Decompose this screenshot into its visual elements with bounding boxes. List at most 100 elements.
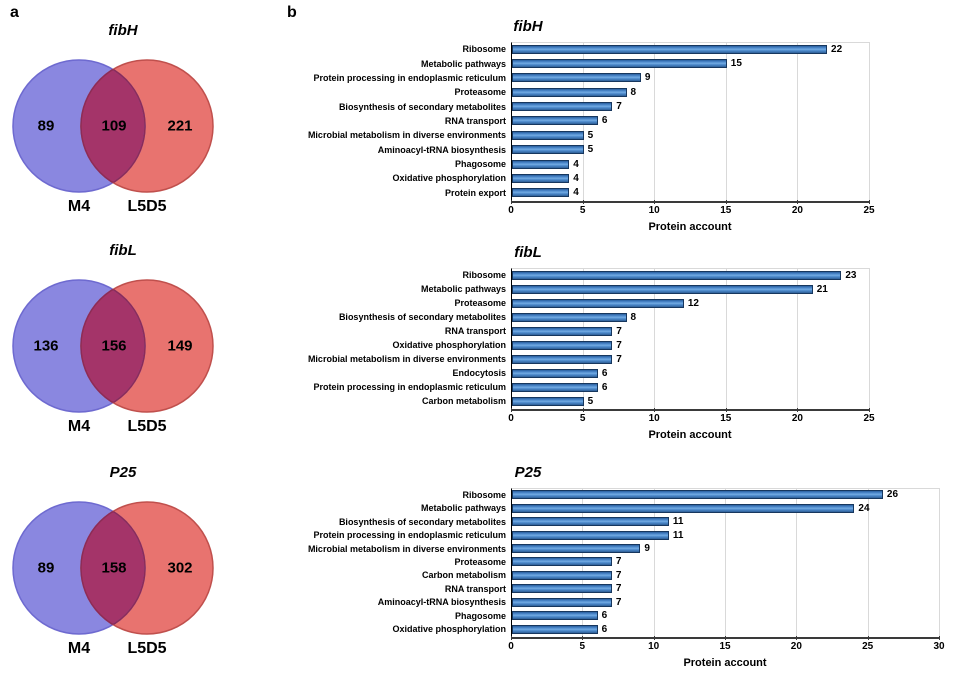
tick-mark	[797, 408, 799, 412]
bar	[512, 145, 584, 155]
tick-mark	[654, 408, 656, 412]
chart-title: fibL	[514, 244, 542, 261]
tick-mark	[511, 200, 512, 204]
venn-left-set-label: M4	[67, 640, 91, 657]
bar-chart-fibH: fibH Ribosome 22 Metabolic pathways 15 Prote…	[295, 14, 963, 233]
venn-overlap-count: 158	[101, 559, 127, 577]
bar-value: 7	[616, 101, 622, 113]
category-label: Endocytosis	[452, 368, 506, 378]
venn-left-count: 89	[37, 117, 55, 135]
venn-right-set-label: L5D5	[127, 418, 167, 435]
category-label: Metabolic pathways	[420, 284, 506, 294]
bar	[512, 530, 669, 540]
gridline	[725, 269, 727, 409]
gridline	[653, 489, 655, 637]
plot-area	[511, 268, 870, 411]
bar-row: Proteasome 7	[295, 555, 963, 568]
bar-value: 15	[730, 58, 742, 70]
bar-row: Biosynthesis of secondary metabolites 8	[295, 310, 963, 324]
bar	[512, 59, 727, 69]
tick-mark	[725, 200, 727, 204]
x-tick-label: 15	[720, 413, 732, 424]
gridline	[797, 269, 799, 409]
chart-title: P25	[514, 464, 542, 481]
bar-value: 11	[672, 529, 684, 541]
category-label: Aminoacyl-tRNA biosynthesis	[377, 597, 506, 608]
category-label: RNA transport	[444, 115, 506, 126]
x-tick-label: 5	[579, 641, 586, 652]
bar-value: 26	[886, 489, 899, 501]
tick-mark	[869, 408, 870, 412]
bar-row: Aminoacyl-tRNA biosynthesis 7	[295, 596, 963, 609]
bar	[512, 354, 613, 364]
bar-row: Ribosome 26	[295, 488, 963, 501]
bar-rows: Ribosome 22 Metabolic pathways 15 Protein pr…	[295, 42, 963, 200]
bar	[512, 570, 612, 580]
bar-row: Protein export 4	[295, 186, 963, 200]
bar-value: 6	[601, 115, 608, 127]
bar-row: Metabolic pathways 24	[295, 501, 963, 514]
bar-row: RNA transport 7	[295, 582, 963, 595]
x-tick-label: 10	[648, 641, 660, 652]
bar-row: Protein processing in endoplasmic reticu…	[295, 380, 963, 394]
bar-row: Protein processing in endoplasmic reticu…	[295, 528, 963, 541]
venn-canvas: 89 109 221	[8, 56, 238, 196]
category-label: Metabolic pathways	[420, 503, 506, 514]
bar-value: 6	[601, 623, 608, 635]
category-label: Phagosome	[454, 159, 506, 170]
bar	[512, 188, 570, 198]
category-label: Biosynthesis of secondary metabolites	[338, 312, 506, 322]
venn-title: P25	[109, 464, 137, 481]
venn-circles-svg	[12, 501, 214, 635]
category-label: Ribosome	[462, 44, 506, 55]
x-tick-label: 0	[508, 641, 514, 652]
gridline	[869, 269, 870, 409]
x-axis-ticks: 0 5 10 15 20 25	[508, 200, 875, 220]
bar-value: 6	[601, 381, 608, 393]
bar-row: Oxidative phosphorylation 6	[295, 623, 963, 636]
bar-value: 4	[573, 172, 579, 184]
bar	[512, 173, 570, 183]
venn-diagram-P25: P25 89 158 302 M4 L5D5	[8, 458, 238, 662]
bar-value: 8	[630, 86, 637, 98]
bar-value: 9	[644, 72, 651, 84]
x-tick-label: 0	[508, 413, 514, 424]
x-axis-label: Protein account	[683, 657, 767, 669]
venn-right-set-label: L5D5	[127, 640, 167, 657]
category-label: RNA transport	[444, 583, 506, 594]
gridline	[654, 43, 656, 201]
bar-value: 5	[587, 395, 594, 407]
bar	[512, 73, 641, 83]
venn-right-set-label: L5D5	[127, 198, 167, 215]
bar-value: 7	[615, 596, 622, 608]
bar	[512, 87, 627, 97]
bar-value: 7	[616, 353, 622, 365]
category-label: Metabolic pathways	[420, 58, 506, 69]
tick-mark	[582, 200, 584, 204]
bar	[512, 611, 598, 621]
bar	[512, 44, 828, 54]
gridline	[797, 43, 799, 201]
chart-area: Ribosome 22 Metabolic pathways 15 Protein pr…	[295, 42, 963, 233]
bar	[512, 159, 570, 169]
tick-mark	[582, 636, 584, 640]
bar-value: 8	[630, 311, 637, 323]
x-axis-label: Protein account	[648, 221, 732, 233]
category-label: Carbon metabolism	[421, 396, 506, 406]
bar	[512, 116, 598, 126]
venn-overlap-count: 109	[101, 117, 127, 135]
gridline	[869, 43, 870, 201]
bar	[512, 298, 684, 308]
bar-row: Proteasome 12	[295, 296, 963, 310]
bar	[512, 624, 598, 634]
venn-diagram-fibL: fibL 136 156 149 M4 L5D5	[8, 236, 238, 440]
bar-chart-P25: P25 Ribosome 26 Metabolic pathways 24 Biosyn…	[295, 460, 963, 669]
bar-value: 7	[615, 556, 622, 568]
chart-area: Ribosome 23 Metabolic pathways 21 Proteasome…	[295, 268, 963, 441]
venn-overlap-region	[81, 502, 145, 634]
bar	[512, 584, 612, 594]
x-tick-label: 0	[508, 205, 514, 216]
venn-set-labels: M4 L5D5	[8, 418, 238, 440]
x-tick-label: 25	[863, 205, 875, 216]
